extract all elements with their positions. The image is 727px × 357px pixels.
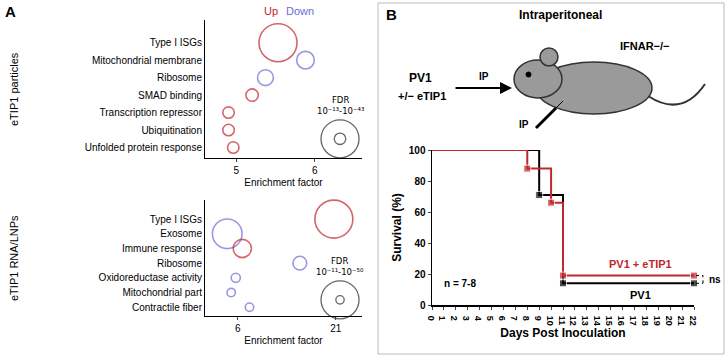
svg-text:Ubiquitination: Ubiquitination xyxy=(141,125,202,136)
svg-text:2: 2 xyxy=(449,316,459,321)
svg-text:0: 0 xyxy=(420,300,426,311)
svg-text:5: 5 xyxy=(234,165,240,176)
svg-text:Up: Up xyxy=(264,5,278,17)
svg-text:Days Post Inoculation: Days Post Inoculation xyxy=(500,326,625,340)
svg-text:eTIP1 particles: eTIP1 particles xyxy=(8,52,20,126)
svg-text:20: 20 xyxy=(414,269,426,280)
svg-text:Intraperitoneal: Intraperitoneal xyxy=(519,8,602,22)
svg-text:n = 7-8: n = 7-8 xyxy=(444,278,476,289)
svg-text:4: 4 xyxy=(473,316,483,321)
svg-text:7: 7 xyxy=(509,316,519,321)
svg-text:6: 6 xyxy=(235,323,241,334)
svg-text:B: B xyxy=(386,6,397,23)
svg-text:SMAD binding: SMAD binding xyxy=(138,90,202,101)
svg-text:PV1: PV1 xyxy=(630,289,651,301)
svg-text:Ribosome: Ribosome xyxy=(157,72,202,83)
svg-text:11: 11 xyxy=(557,316,567,326)
svg-text:15: 15 xyxy=(604,316,614,326)
svg-text:13: 13 xyxy=(580,316,590,326)
svg-text:Survival (%): Survival (%) xyxy=(390,193,404,262)
svg-text:PV1: PV1 xyxy=(409,71,432,85)
svg-text:8: 8 xyxy=(521,316,531,321)
svg-text:IFNAR−/−: IFNAR−/− xyxy=(620,40,670,52)
svg-text:IP: IP xyxy=(479,71,489,82)
svg-text:Ribosome: Ribosome xyxy=(157,258,202,269)
svg-text:Enrichment factor: Enrichment factor xyxy=(244,177,323,188)
svg-text:Oxidoreductase activity: Oxidoreductase activity xyxy=(99,272,202,283)
svg-text:18: 18 xyxy=(640,316,650,326)
svg-text:6: 6 xyxy=(497,316,507,321)
svg-text:22: 22 xyxy=(688,316,698,326)
svg-text:10: 10 xyxy=(545,316,555,326)
svg-text:FDR10⁻¹¹-10⁻⁵⁰: FDR10⁻¹¹-10⁻⁵⁰ xyxy=(316,256,364,277)
svg-text:40: 40 xyxy=(414,238,426,249)
svg-text:6: 6 xyxy=(312,165,318,176)
svg-text:14: 14 xyxy=(592,316,602,326)
svg-text:FDR10⁻¹³-10⁻⁴³: FDR10⁻¹³-10⁻⁴³ xyxy=(317,95,364,116)
svg-text:Exosome: Exosome xyxy=(160,228,202,239)
svg-text:Enrichment factor: Enrichment factor xyxy=(244,335,323,346)
svg-text:PV1 + eTIP1: PV1 + eTIP1 xyxy=(609,258,672,270)
svg-text:12: 12 xyxy=(568,316,578,326)
svg-text:Transcription repressor: Transcription repressor xyxy=(100,107,203,118)
svg-text:5: 5 xyxy=(485,316,495,321)
svg-text:21: 21 xyxy=(330,323,342,334)
svg-text:Mitochondrial part: Mitochondrial part xyxy=(123,287,203,298)
svg-text:Contractile fiber: Contractile fiber xyxy=(132,302,203,313)
svg-text:+/− eTIP1: +/− eTIP1 xyxy=(398,90,446,102)
svg-text:Mitochondrial membrane: Mitochondrial membrane xyxy=(92,55,202,66)
svg-text:3: 3 xyxy=(461,316,471,321)
svg-text:9: 9 xyxy=(533,316,543,321)
svg-text:19: 19 xyxy=(652,316,662,326)
svg-text:1: 1 xyxy=(437,316,447,321)
svg-text:60: 60 xyxy=(414,207,426,218)
svg-text:20: 20 xyxy=(664,316,674,326)
svg-text:Unfolded protein response: Unfolded protein response xyxy=(85,142,203,153)
svg-text:A: A xyxy=(5,3,16,20)
svg-text:0: 0 xyxy=(426,316,436,321)
svg-text:Down: Down xyxy=(286,5,314,17)
svg-text:16: 16 xyxy=(616,316,626,326)
svg-text:17: 17 xyxy=(628,316,638,326)
svg-text:eTIP1 RNA/LNPs: eTIP1 RNA/LNPs xyxy=(8,215,20,301)
svg-text:100: 100 xyxy=(409,145,426,156)
svg-text:Immune response: Immune response xyxy=(122,243,202,254)
svg-text:Type I ISGs: Type I ISGs xyxy=(150,214,202,225)
svg-text:80: 80 xyxy=(414,176,426,187)
svg-text:21: 21 xyxy=(676,316,686,326)
svg-text:ns: ns xyxy=(709,274,721,285)
svg-text:IP: IP xyxy=(519,119,529,130)
svg-text:Type I ISGs: Type I ISGs xyxy=(150,37,202,48)
